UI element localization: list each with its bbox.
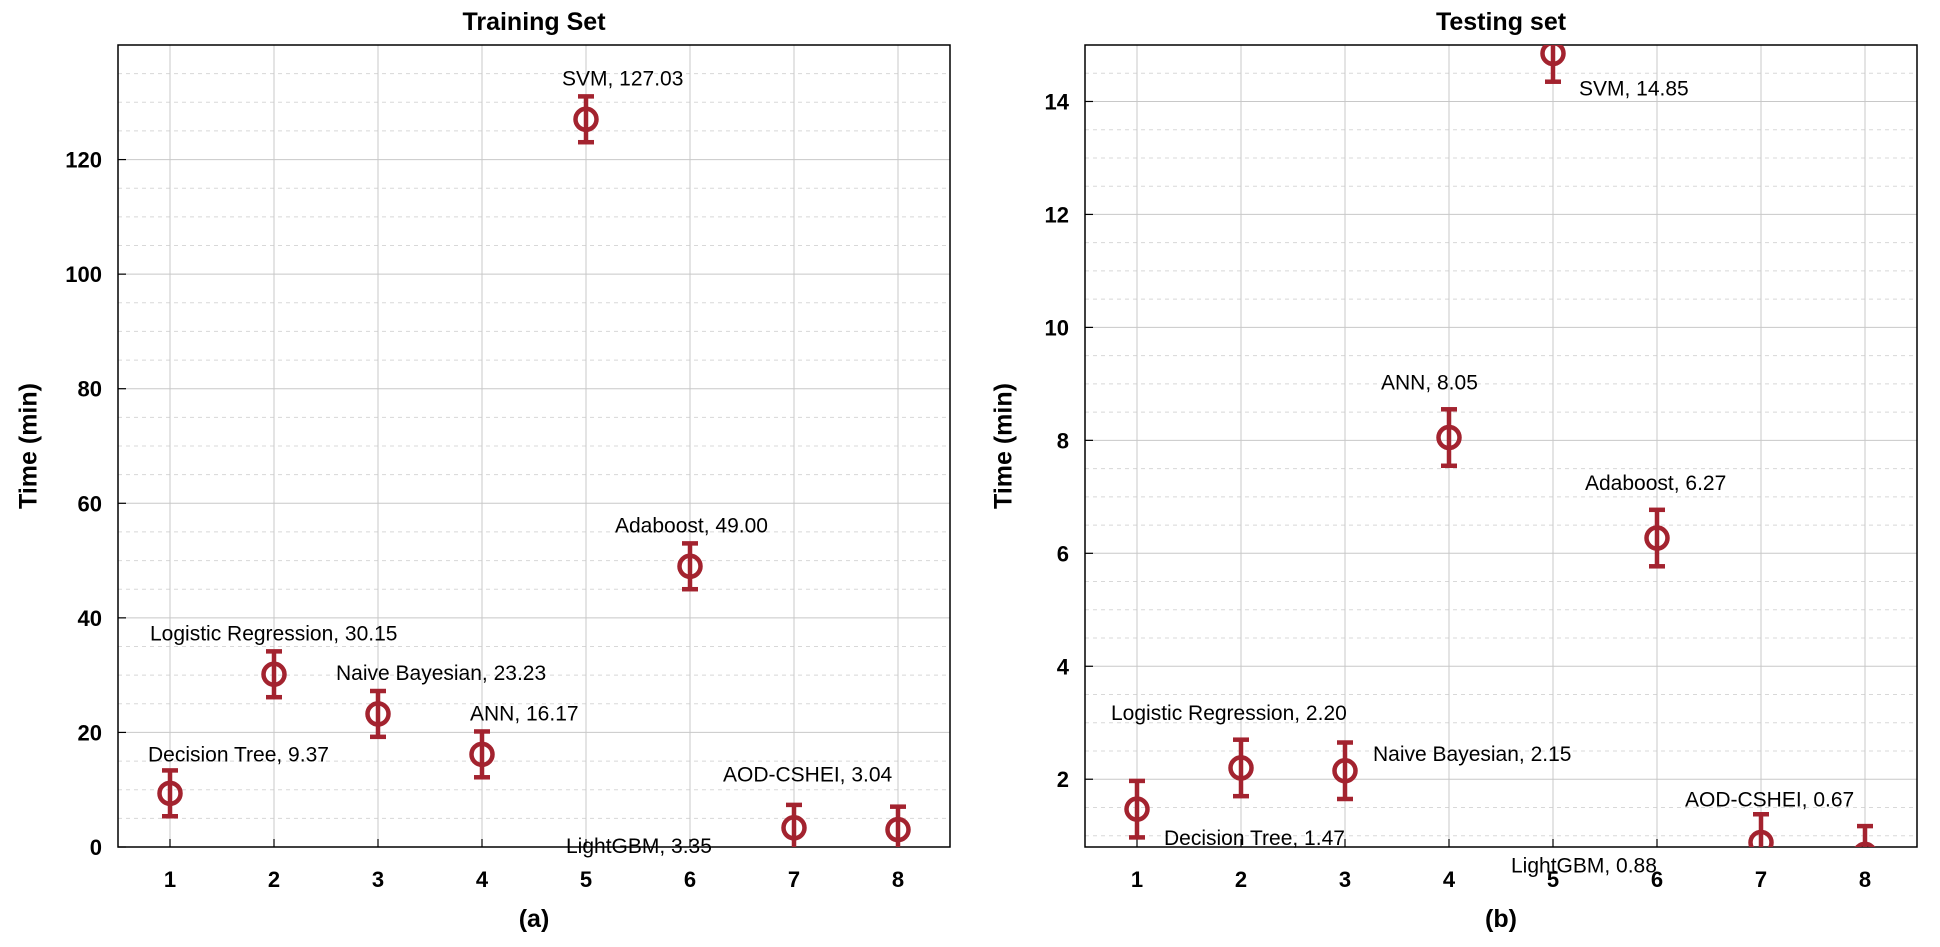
x-tick-label: 7 — [1755, 867, 1767, 892]
x-tick-label: 3 — [1339, 867, 1351, 892]
data-point — [885, 816, 911, 843]
data-point — [1228, 755, 1254, 781]
data-label: SVM, 127.03 — [562, 67, 683, 90]
axes-frame — [1084, 44, 1918, 848]
training-set-chart: 0 20 40 60 80 100 120 1 2 3 4 5 6 7 8 Training Set Time … — [15, 8, 951, 933]
y-tick-label: 4 — [1057, 654, 1070, 679]
data-points — [1124, 45, 1876, 847]
data-point — [1332, 758, 1358, 784]
x-tick-label: 2 — [268, 867, 280, 892]
x-axis-label: (b) — [1485, 905, 1517, 933]
y-tick-label: 80 — [78, 377, 102, 402]
data-label: Naive Bayesian, 23.23 — [336, 662, 546, 685]
data-point — [677, 553, 703, 580]
data-point — [1748, 829, 1774, 847]
data-label: Adaboost, 49.00 — [615, 514, 768, 537]
x-tick-label: 3 — [372, 867, 384, 892]
x-tick-label: 6 — [1651, 867, 1663, 892]
y-tick-label: 12 — [1045, 202, 1069, 227]
chart-title: Training Set — [462, 8, 606, 36]
data-label: AOD-CSHEI, 0.67 — [1685, 788, 1854, 811]
y-tick-label: 14 — [1045, 89, 1070, 114]
y-tick-label: 20 — [78, 720, 102, 745]
data-point — [365, 701, 391, 727]
data-point — [1436, 424, 1462, 451]
x-tick-label: 8 — [892, 867, 904, 892]
data-label: SVM, 14.85 — [1579, 77, 1689, 100]
data-point — [573, 106, 599, 133]
x-tick-label: 7 — [788, 867, 800, 892]
y-tick-label: 6 — [1057, 541, 1069, 566]
data-label: ANN, 16.17 — [470, 702, 579, 725]
data-point — [1854, 841, 1876, 847]
y-axis-label: Time (min) — [990, 383, 1018, 509]
y-axis-label: Time (min) — [15, 383, 43, 509]
y-tick-label: 40 — [78, 606, 102, 631]
data-point — [157, 780, 183, 807]
data-point — [1540, 45, 1566, 67]
data-label: Naive Bayesian, 2.15 — [1373, 743, 1571, 766]
data-point — [1644, 525, 1670, 551]
data-label: Decision Tree, 1.47 — [1164, 827, 1345, 850]
x-tick-label: 2 — [1235, 867, 1247, 892]
data-label: LightGBM, 3.35 — [566, 835, 712, 858]
axes-frame — [117, 44, 951, 848]
x-axis-label: (a) — [519, 905, 550, 933]
x-tick-label: 5 — [1547, 867, 1559, 892]
y-tick-label: 10 — [1045, 315, 1069, 340]
data-points — [157, 94, 911, 847]
data-label: LightGBM, 0.88 — [1511, 854, 1657, 877]
y-tick-label: 120 — [65, 148, 102, 173]
data-label: ANN, 8.05 — [1381, 372, 1478, 395]
data-label: Logistic Regression, 30.15 — [150, 622, 397, 645]
x-tick-label: 1 — [1131, 867, 1143, 892]
chart-title: Testing set — [1436, 8, 1567, 36]
data-label: Logistic Regression, 2.20 — [1111, 702, 1347, 725]
x-tick-label: 4 — [1443, 867, 1456, 892]
x-tick-label: 8 — [1859, 867, 1871, 892]
x-tick-label: 4 — [476, 867, 489, 892]
data-point — [261, 661, 287, 688]
data-point — [1124, 796, 1150, 822]
data-label: Decision Tree, 9.37 — [148, 743, 329, 766]
data-point — [469, 741, 495, 768]
y-tick-label: 2 — [1057, 767, 1069, 792]
y-tick-label: 60 — [78, 491, 102, 516]
x-tick-label: 1 — [164, 867, 176, 892]
x-tick-label: 6 — [684, 867, 696, 892]
data-point — [781, 815, 807, 841]
data-label: Adaboost, 6.27 — [1585, 472, 1726, 495]
y-tick-label: 8 — [1057, 428, 1069, 453]
data-label: AOD-CSHEI, 3.04 — [723, 764, 893, 787]
x-tick-label: 5 — [580, 867, 592, 892]
plot-area — [1085, 45, 1917, 847]
y-tick-label: 100 — [65, 262, 102, 287]
y-tick-label: 0 — [90, 835, 102, 860]
